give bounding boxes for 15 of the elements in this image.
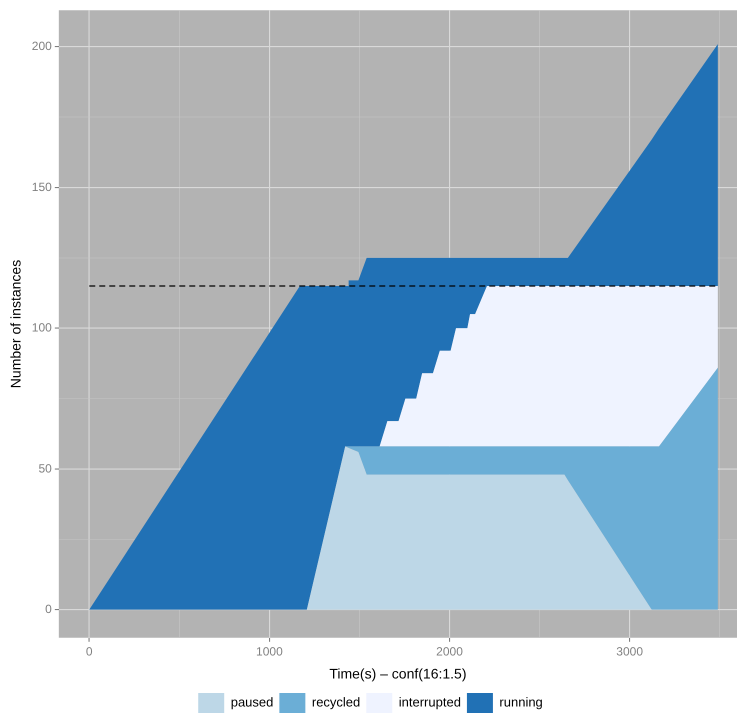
x-tick-label: 3000 <box>616 644 644 658</box>
x-tick-label: 0 <box>86 644 93 658</box>
y-axis-title: Number of instances <box>7 260 24 388</box>
legend-label: recycled <box>312 694 360 710</box>
x-tick-label: 2000 <box>436 644 464 658</box>
legend-label: paused <box>230 694 274 710</box>
y-tick-label: 150 <box>32 180 52 194</box>
y-tick-label: 0 <box>45 602 52 616</box>
legend-label: running <box>499 694 543 710</box>
y-tick-label: 100 <box>32 320 52 335</box>
y-tick-label: 200 <box>32 39 52 54</box>
x-axis-title: Time(s) – conf(16:1.5) <box>329 665 467 682</box>
x-tick-label: 1000 <box>256 644 284 658</box>
y-tick-label: 50 <box>38 461 52 476</box>
legend-label: interrupted <box>398 694 461 710</box>
